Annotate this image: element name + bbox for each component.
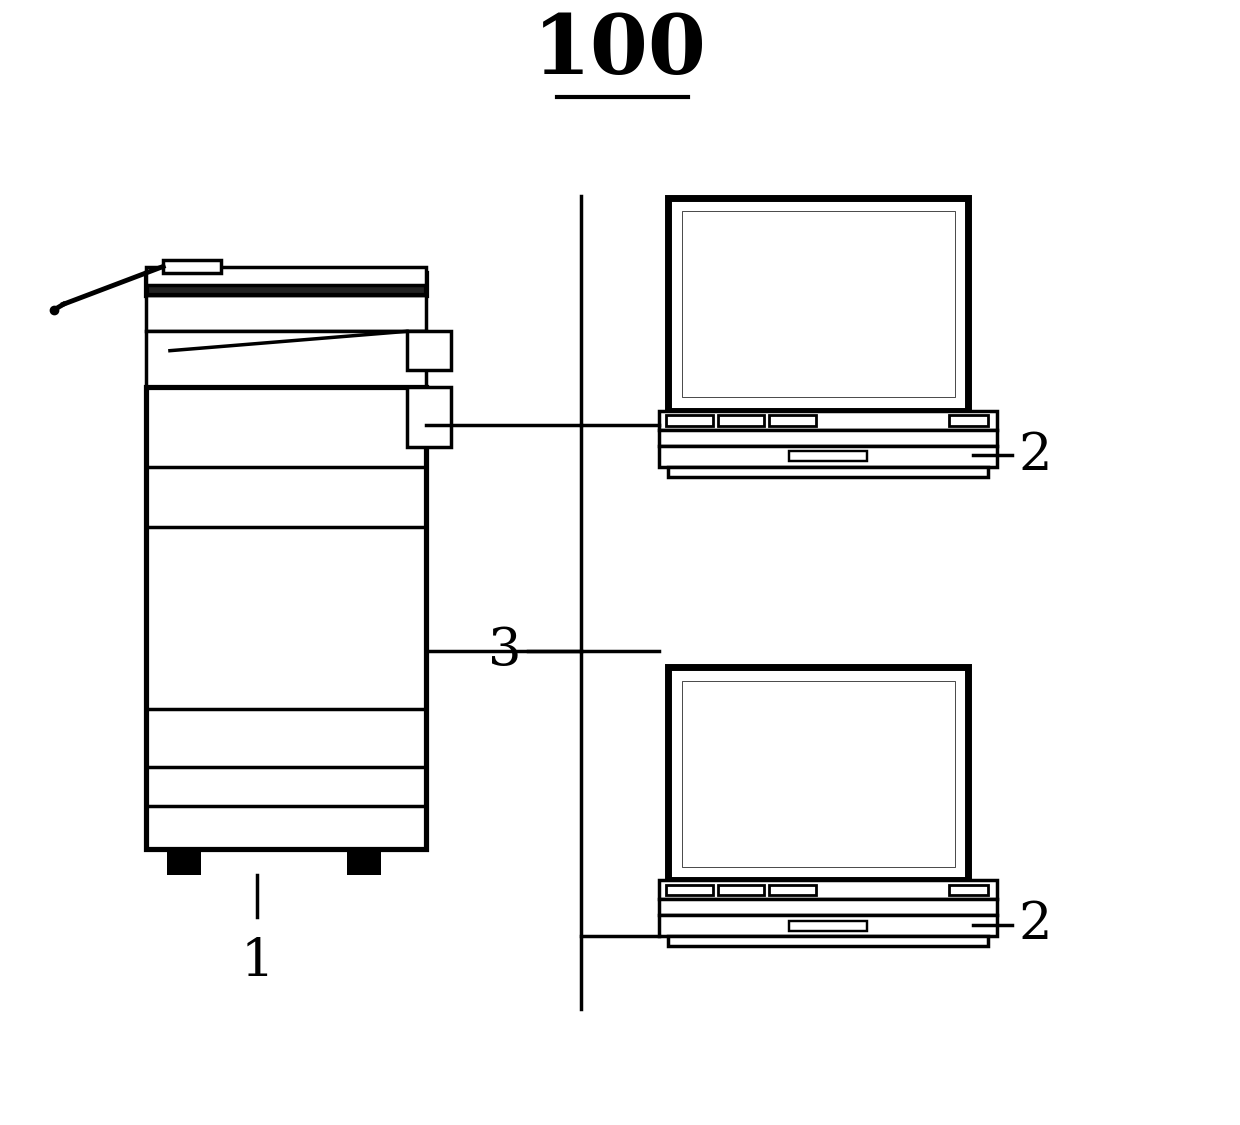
Bar bbox=[658, 880, 997, 900]
Bar bbox=[347, 849, 381, 875]
Bar bbox=[682, 212, 955, 397]
Text: 100: 100 bbox=[533, 11, 707, 91]
Bar bbox=[718, 415, 764, 425]
Bar bbox=[658, 900, 997, 915]
Bar bbox=[167, 849, 201, 875]
Bar bbox=[668, 467, 988, 477]
Bar bbox=[769, 884, 816, 896]
Bar bbox=[949, 415, 988, 425]
Bar bbox=[658, 446, 997, 467]
Bar bbox=[658, 915, 997, 936]
Bar bbox=[718, 884, 764, 896]
Text: 2: 2 bbox=[1019, 430, 1053, 480]
Bar bbox=[164, 260, 221, 273]
Bar bbox=[146, 332, 427, 387]
Bar bbox=[658, 430, 997, 446]
Text: 2: 2 bbox=[1019, 899, 1053, 951]
Bar bbox=[682, 681, 955, 866]
Bar bbox=[146, 268, 427, 285]
Bar bbox=[949, 884, 988, 896]
Bar bbox=[658, 411, 997, 430]
Bar bbox=[769, 415, 816, 425]
Bar bbox=[407, 332, 450, 370]
Bar bbox=[790, 451, 867, 461]
Text: 1: 1 bbox=[241, 936, 274, 988]
Bar bbox=[146, 295, 427, 332]
Bar bbox=[668, 198, 968, 411]
Bar bbox=[790, 921, 867, 930]
Bar bbox=[146, 387, 427, 849]
Bar bbox=[668, 667, 968, 880]
Bar bbox=[146, 273, 427, 295]
Bar bbox=[666, 884, 713, 896]
Bar bbox=[666, 415, 713, 425]
Bar bbox=[407, 387, 450, 448]
Text: 3: 3 bbox=[487, 626, 521, 676]
Bar bbox=[668, 936, 988, 946]
